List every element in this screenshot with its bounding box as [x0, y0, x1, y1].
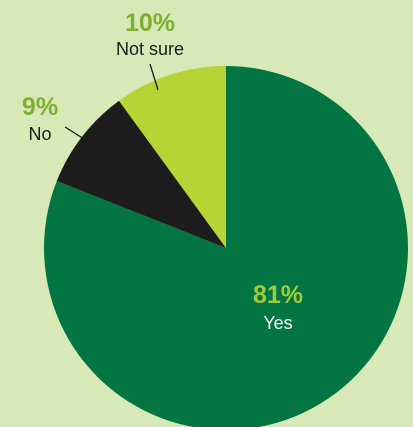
slice-value-label-yes: 81% [253, 281, 303, 309]
pie-slices [44, 66, 408, 427]
slice-labels: 81% Yes 9% No 10%Not sure [22, 9, 303, 333]
pie-slice-no [56, 100, 227, 248]
pie-slice-not-sure [119, 66, 226, 248]
slice-value-label-not-sure: 10% [125, 9, 175, 37]
leader-lines [64, 63, 159, 140]
leader-line-no [64, 126, 85, 140]
slice-category-label-yes: Yes [263, 313, 292, 333]
slice-value-label-no: 9% [22, 93, 58, 121]
leader-line-not-sure [149, 63, 159, 91]
slice-category-label-no: No [28, 124, 51, 144]
slice-category-label-not-sure: Not sure [116, 39, 184, 59]
pie-slice-yes [44, 66, 408, 427]
